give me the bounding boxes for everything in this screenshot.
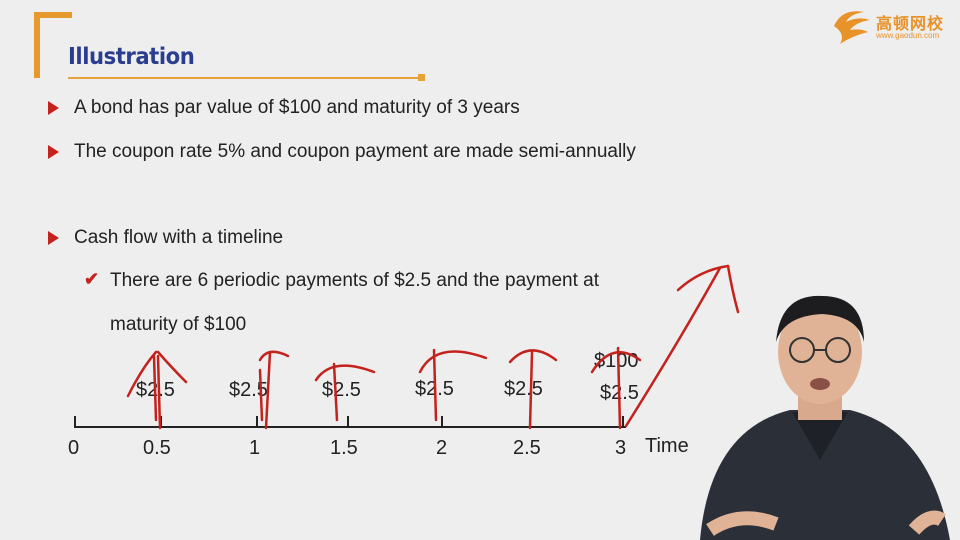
sub-bullet-line-1: There are 6 periodic payments of $2.5 an…: [110, 270, 600, 291]
bullet-arrow-icon: [48, 101, 59, 115]
timeline-tick: [441, 416, 443, 428]
timeline-tick-label: 2: [436, 437, 448, 459]
gaodun-logo-icon: [834, 11, 870, 44]
timeline-tick: [256, 416, 258, 428]
timeline-tick-label: 1.5: [330, 437, 358, 459]
payment-amount-label: $2.5: [504, 378, 543, 400]
timeline-tick-label: 1: [249, 437, 261, 459]
sub-bullet-line-2: maturity of $100: [110, 314, 247, 335]
timeline-tick-label: 0: [68, 437, 80, 459]
logo-url-text: www.gaodun.com: [876, 31, 940, 40]
maturity-amount-label: $100: [594, 350, 639, 372]
checkmark-icon: ✔: [84, 269, 100, 289]
title-bracket-decoration: [34, 12, 72, 78]
bullet-cash-flow: Cash flow with a timeline: [74, 227, 284, 248]
timeline-tick-label: 3: [615, 437, 627, 459]
bullet-par-value: A bond has par value of $100 and maturit…: [74, 97, 520, 118]
presenter-video-icon: [700, 295, 950, 540]
bullet-coupon-rate: The coupon rate 5% and coupon payment ar…: [74, 141, 636, 162]
timeline-tick-label: 0.5: [143, 437, 171, 459]
payment-amount-label: $2.5: [322, 379, 361, 401]
timeline-tick: [74, 416, 76, 428]
timeline-axis-label: Time: [645, 435, 689, 457]
bullet-arrow-icon: [48, 231, 59, 245]
timeline-tick-label: 2.5: [513, 437, 541, 459]
timeline-tick: [347, 416, 349, 428]
slide-title: Illustration: [68, 44, 195, 70]
timeline-axis: [74, 426, 626, 428]
title-underline-dot: [418, 74, 425, 81]
bullet-arrow-icon: [48, 145, 59, 159]
timeline-tick: [622, 416, 624, 428]
payment-amount-label: $2.5: [229, 379, 268, 401]
logo-brand-text: 高顿网校: [876, 14, 945, 33]
title-underline: [68, 77, 420, 79]
